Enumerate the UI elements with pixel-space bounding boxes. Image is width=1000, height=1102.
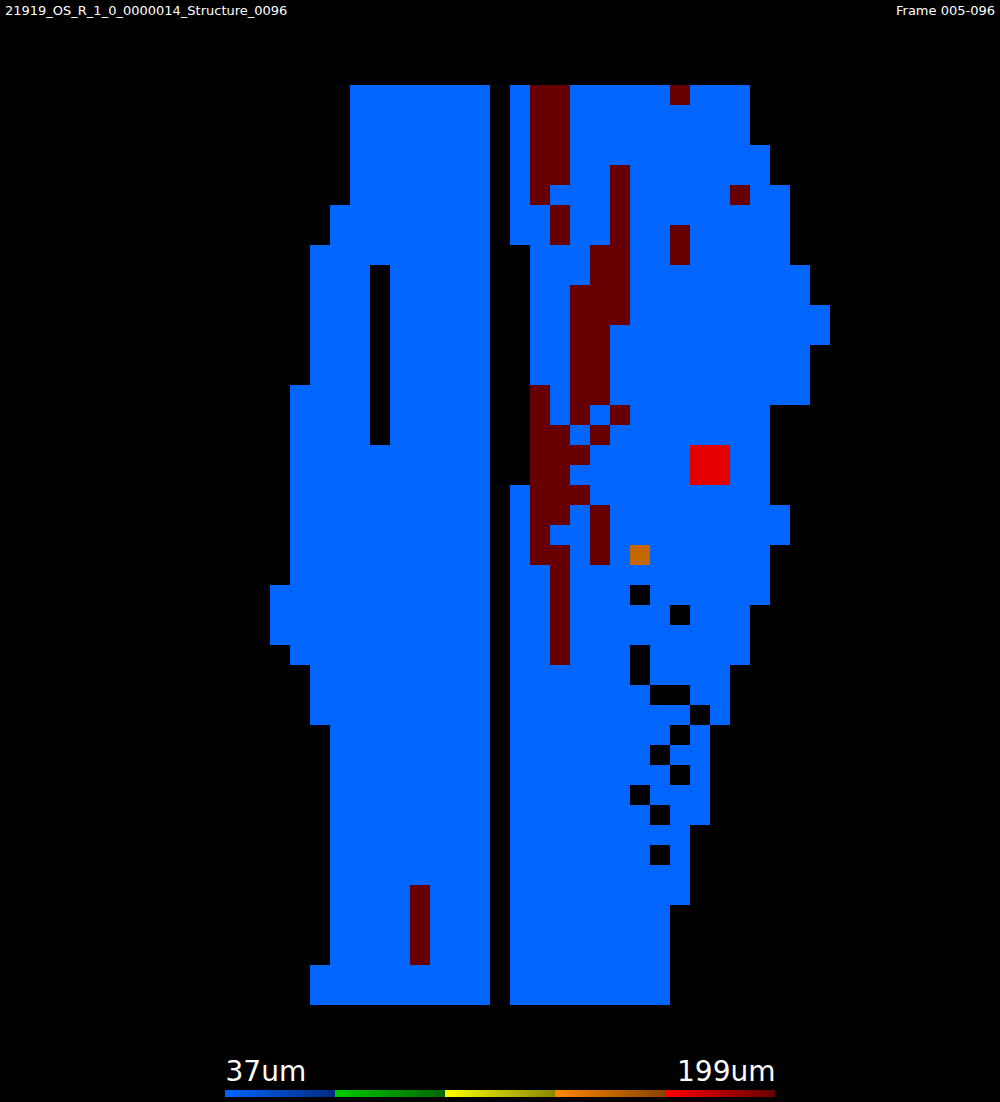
svg-text:37um: 37um bbox=[226, 1055, 307, 1088]
svg-text:199um: 199um bbox=[677, 1055, 775, 1088]
html-text:Frame 005-096: Frame 005-096 bbox=[896, 3, 995, 18]
html-text:21919_OS_R_1_0_0000014_Structu: 21919_OS_R_1_0_0000014_Structure_0096 bbox=[5, 3, 288, 18]
